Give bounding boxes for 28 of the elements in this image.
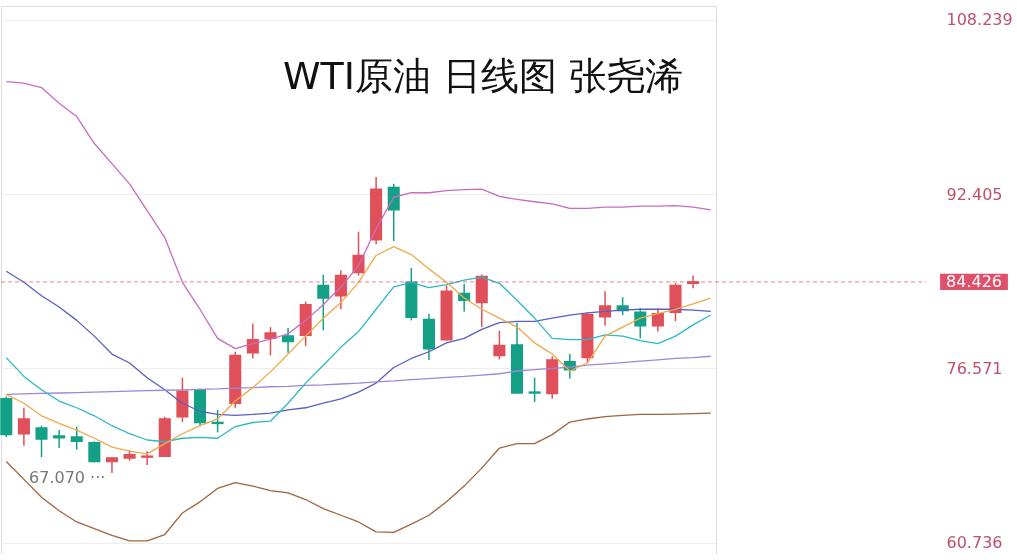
y-tick-label: 92.405 (946, 184, 1003, 204)
candlestick (387, 183, 400, 242)
candlestick (493, 329, 506, 361)
annotation: 67.070 ··· (29, 468, 106, 487)
candlestick (17, 407, 30, 447)
candlestick (651, 307, 664, 333)
line-series (5, 276, 712, 443)
candlestick (53, 429, 66, 449)
candlestick (211, 409, 224, 434)
candlestick (141, 450, 154, 466)
line-series (5, 412, 712, 542)
candlestick (599, 290, 612, 327)
y-tick-label: 76.571 (946, 358, 1003, 378)
line-series (5, 355, 712, 395)
candlestick (70, 425, 83, 451)
text: WTI原油 日线图 张尧浠 (282, 54, 684, 98)
candlestick (105, 456, 118, 474)
candlestick (634, 307, 647, 340)
ref-line-label: 84.426 (946, 271, 1002, 291)
line-series (5, 270, 712, 416)
candlestick (264, 326, 277, 357)
y-tick-label: 108.239 (946, 10, 1013, 30)
candlestick (528, 376, 541, 403)
candlestick (282, 327, 295, 354)
candlestick (352, 230, 365, 277)
candlestick (317, 273, 330, 332)
candlestick (35, 424, 48, 458)
y-tick-label: 60.736 (946, 533, 1003, 553)
